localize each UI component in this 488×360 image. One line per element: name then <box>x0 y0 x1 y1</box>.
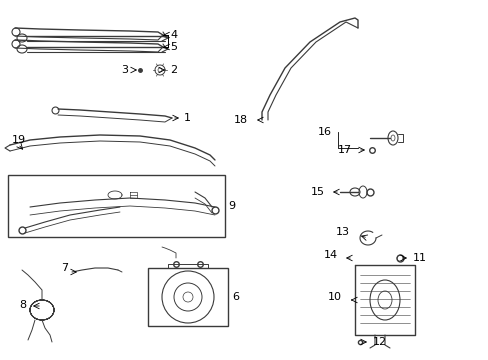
Text: 1: 1 <box>183 113 191 123</box>
Text: 3: 3 <box>121 65 128 75</box>
Text: 18: 18 <box>233 115 247 125</box>
Text: 19: 19 <box>12 135 26 145</box>
Text: 12: 12 <box>372 337 386 347</box>
Text: 15: 15 <box>310 187 325 197</box>
Text: 10: 10 <box>327 292 341 302</box>
Text: 17: 17 <box>337 145 351 155</box>
Text: 5: 5 <box>170 42 177 52</box>
Text: 11: 11 <box>412 253 426 263</box>
Text: 9: 9 <box>227 201 235 211</box>
Text: 16: 16 <box>317 127 331 137</box>
Text: 7: 7 <box>61 263 68 273</box>
Text: 14: 14 <box>323 250 337 260</box>
Text: 6: 6 <box>231 292 239 302</box>
Bar <box>8 175 224 237</box>
Text: 8: 8 <box>19 300 26 310</box>
Bar <box>148 268 227 326</box>
Text: 13: 13 <box>335 227 349 237</box>
Text: 2: 2 <box>170 65 177 75</box>
Text: 4: 4 <box>170 30 177 40</box>
